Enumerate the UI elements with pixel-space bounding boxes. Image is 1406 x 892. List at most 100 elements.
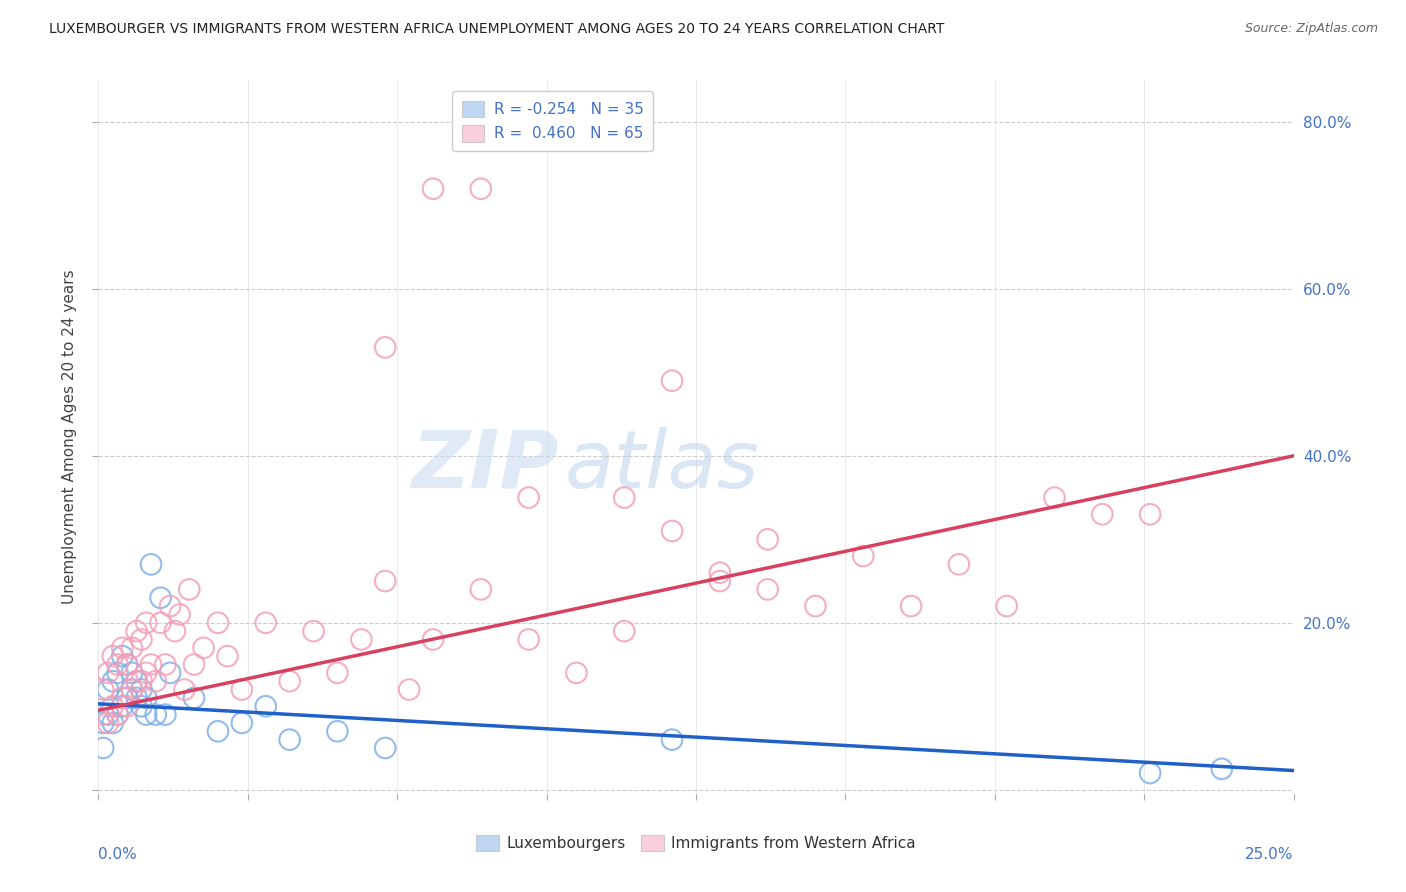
Point (422, 632, 444, 647)
Point (1043, 491, 1066, 505)
Text: 25.0%: 25.0% (1246, 847, 1294, 863)
Point (145, 707, 167, 722)
Text: 0.0%: 0.0% (98, 847, 138, 863)
Point (97, 665, 120, 680)
Point (111, 699, 134, 714)
Point (169, 607, 191, 622)
Point (709, 574, 731, 588)
Point (565, 665, 588, 680)
Point (756, 533, 779, 547)
Point (131, 632, 153, 647)
Text: LUXEMBOURGER VS IMMIGRANTS FROM WESTERN AFRICA UNEMPLOYMENT AMONG AGES 20 TO 24 : LUXEMBOURGER VS IMMIGRANTS FROM WESTERN … (49, 22, 945, 37)
Point (254, 615, 277, 630)
Point (1139, 766, 1161, 780)
Point (709, 566, 731, 580)
Text: Source: ZipAtlas.com: Source: ZipAtlas.com (1244, 22, 1378, 36)
Point (101, 649, 124, 664)
Point (121, 682, 143, 697)
Point (115, 690, 138, 705)
Point (207, 724, 229, 739)
Point (231, 682, 253, 697)
Point (183, 690, 205, 705)
Point (135, 665, 157, 680)
Point (111, 640, 134, 655)
Legend: Luxembourgers, Immigrants from Western Africa: Luxembourgers, Immigrants from Western A… (470, 829, 922, 857)
Point (302, 624, 325, 639)
Point (183, 657, 205, 672)
Point (131, 674, 153, 689)
Point (111, 690, 134, 705)
Point (852, 549, 875, 563)
Point (115, 699, 138, 714)
Point (91, 741, 114, 756)
Point (470, 582, 492, 597)
Point (326, 665, 349, 680)
Point (661, 374, 683, 388)
Point (139, 657, 162, 672)
Point (101, 715, 124, 730)
Point (326, 724, 349, 739)
Point (900, 599, 922, 613)
Point (374, 574, 396, 588)
Point (470, 182, 492, 196)
Point (101, 699, 124, 714)
Point (374, 741, 396, 756)
Point (756, 582, 779, 597)
Point (173, 682, 195, 697)
Point (948, 558, 970, 572)
Point (350, 632, 373, 647)
Point (125, 674, 148, 689)
Point (135, 615, 157, 630)
Point (149, 615, 172, 630)
Point (254, 699, 277, 714)
Point (145, 674, 167, 689)
Point (131, 699, 153, 714)
Point (97, 707, 120, 722)
Point (139, 558, 162, 572)
Point (374, 340, 396, 354)
Point (193, 640, 215, 655)
Point (207, 615, 229, 630)
Point (804, 599, 827, 613)
Y-axis label: Unemployment Among Ages 20 to 24 years: Unemployment Among Ages 20 to 24 years (62, 269, 77, 605)
Point (97, 682, 120, 697)
Point (217, 649, 239, 664)
Point (163, 624, 186, 639)
Point (125, 624, 148, 639)
Point (121, 665, 143, 680)
Point (613, 624, 636, 639)
Point (149, 591, 172, 605)
Point (107, 665, 129, 680)
Point (159, 599, 181, 613)
Point (661, 732, 683, 747)
Point (135, 690, 157, 705)
Point (517, 632, 540, 647)
Point (613, 491, 636, 505)
Point (131, 682, 153, 697)
Point (111, 649, 134, 664)
Point (121, 640, 143, 655)
Point (278, 732, 301, 747)
Point (398, 682, 420, 697)
Point (135, 707, 157, 722)
Point (121, 682, 143, 697)
Point (517, 491, 540, 505)
Point (278, 674, 301, 689)
Text: ZIP: ZIP (411, 426, 558, 505)
Point (91, 715, 114, 730)
Point (159, 665, 181, 680)
Point (97, 715, 120, 730)
Point (995, 599, 1018, 613)
Point (155, 657, 177, 672)
Point (125, 690, 148, 705)
Point (231, 715, 253, 730)
Point (155, 707, 177, 722)
Point (1211, 762, 1233, 776)
Point (107, 707, 129, 722)
Point (91, 707, 114, 722)
Point (101, 674, 124, 689)
Text: atlas: atlas (565, 426, 759, 505)
Point (1139, 508, 1161, 522)
Point (125, 674, 148, 689)
Point (107, 707, 129, 722)
